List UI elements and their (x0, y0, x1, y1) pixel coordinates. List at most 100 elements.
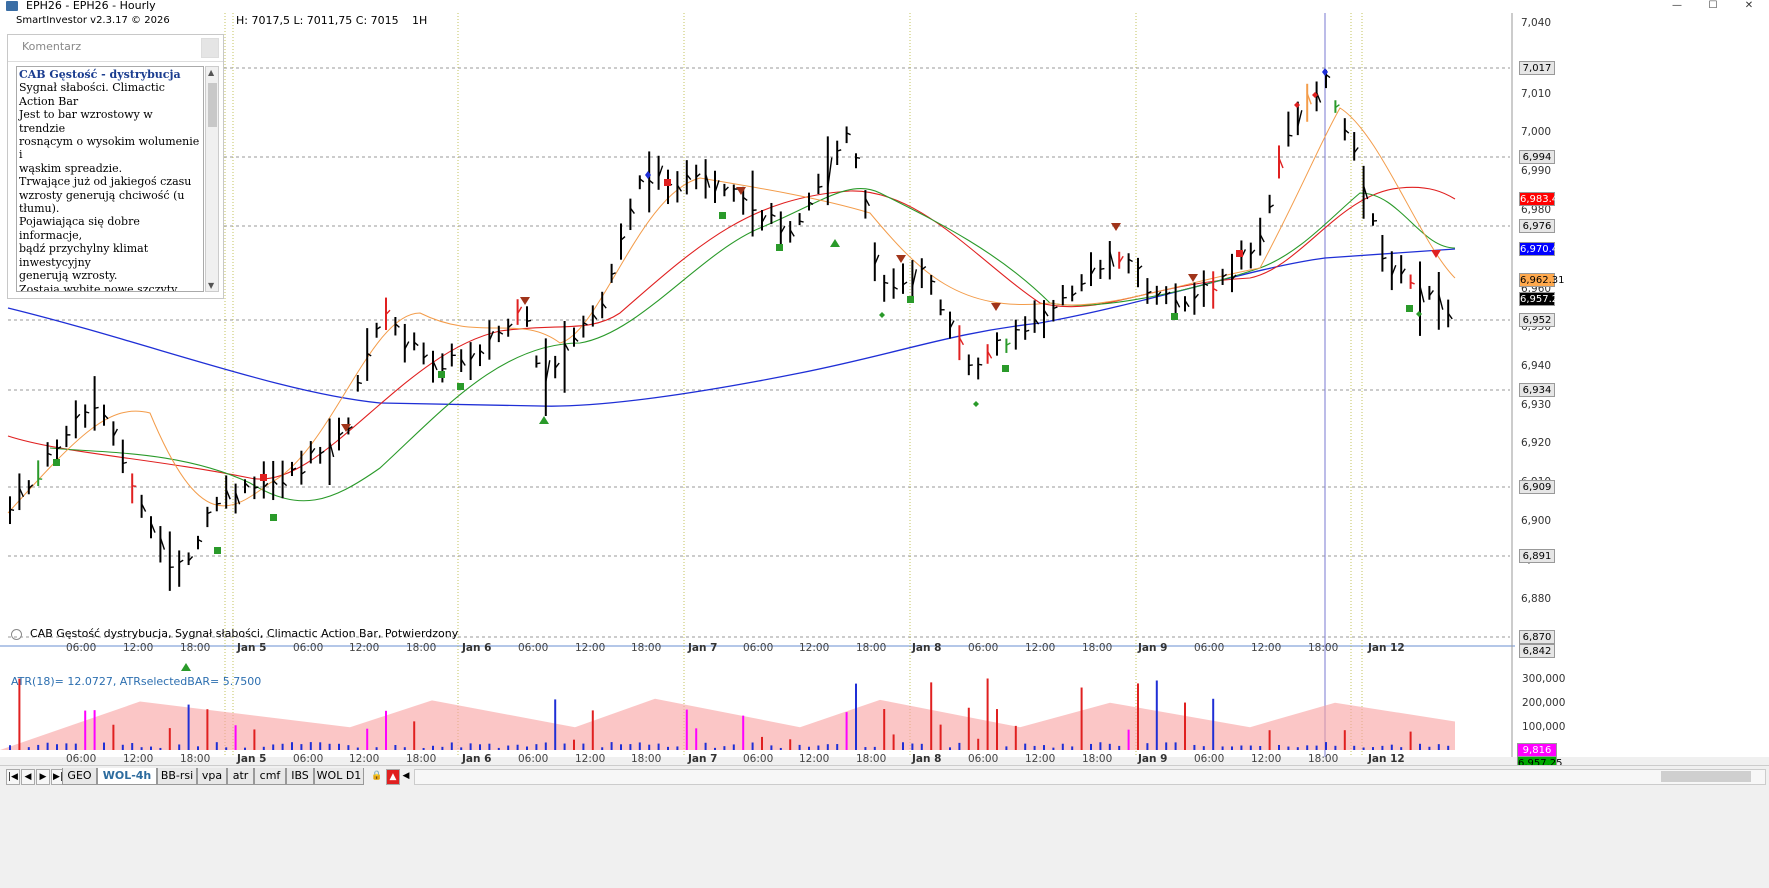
ma-orange-line (7, 107, 1456, 514)
bar-close-tick (1231, 274, 1237, 280)
comment-line: wzrosty generują chciwość (u (19, 188, 185, 202)
scroll-thumb[interactable] (208, 83, 217, 127)
time-axis-label: 06:00 (66, 642, 97, 654)
scroll-left-icon[interactable]: ◀ (402, 771, 410, 781)
signal-diamond-green (1416, 311, 1422, 317)
signal-diamond-red (1294, 102, 1300, 108)
bar-close-tick (348, 425, 353, 430)
time-axis-label: 18:00 (631, 753, 662, 765)
bar-close-tick (573, 336, 579, 342)
time-axis-label: 12:00 (799, 753, 830, 765)
bar-close-tick (808, 201, 814, 205)
bar-close-tick (112, 428, 119, 437)
bar-close-tick (1428, 290, 1434, 297)
bar-close-tick (404, 341, 410, 350)
scroll-up-icon[interactable]: ▲ (208, 68, 215, 77)
time-axis-label: 12:00 (1251, 642, 1282, 654)
signal-square-green (438, 371, 445, 378)
bar-close-tick (1128, 258, 1133, 263)
tab-bb-rsi[interactable]: BB-rsi (157, 768, 197, 785)
comment-text[interactable]: CAB Gęstość - dystrybucja Sygnał słabośc… (16, 66, 204, 292)
bar-close-tick (328, 441, 335, 458)
comment-line: tłumu). (19, 202, 60, 216)
signal-diamond-green (879, 312, 885, 318)
first-tab-icon[interactable]: |◀ (6, 769, 20, 785)
bar-close-tick (516, 306, 523, 314)
bar-close-tick (385, 309, 391, 315)
bar-close-tick (911, 269, 918, 288)
volume-area (1110, 702, 1250, 750)
price-tick-label: 6,930 (1521, 399, 1552, 411)
time-axis-label: Jan 6 (462, 642, 492, 654)
bar-close-tick (1325, 73, 1331, 79)
bar-close-tick (742, 196, 748, 201)
volume-area (140, 701, 350, 750)
bar-close-tick (864, 197, 871, 207)
volume-area (880, 699, 1020, 750)
bar-close-tick (686, 174, 692, 180)
price-level-label: 6,842 (1519, 644, 1555, 658)
horizontal-scrollbar[interactable] (414, 769, 1766, 785)
lock-icon[interactable]: 🔒 (371, 771, 383, 781)
bar-close-tick (75, 413, 81, 420)
prev-tab-icon[interactable]: ◀ (21, 769, 35, 785)
bar-close-tick (958, 337, 965, 346)
time-axis-label: 06:00 (518, 642, 549, 654)
time-axis-label: 12:00 (1025, 753, 1056, 765)
time-axis-label: 18:00 (631, 642, 662, 654)
bar-close-tick (1024, 329, 1030, 333)
bar-close-tick (648, 179, 654, 184)
tab-vpa[interactable]: vpa (197, 768, 227, 785)
bar-close-tick (949, 320, 955, 329)
bar-close-tick (1288, 134, 1293, 137)
last-tab-icon[interactable]: ▶| (51, 769, 65, 785)
time-axis-label: Jan 12 (1368, 642, 1405, 654)
bar-close-tick (1391, 264, 1397, 276)
price-level-label: 6,909 (1519, 480, 1555, 494)
tab-wol-4h[interactable]: WOL-4h (97, 768, 157, 785)
bar-close-tick (714, 180, 720, 193)
bar-close-tick (874, 254, 880, 265)
bar-close-tick (884, 281, 889, 284)
tab-cmf[interactable]: cmf (254, 768, 286, 785)
bar-close-tick (272, 479, 278, 485)
tab-geo[interactable]: GEO (62, 768, 97, 785)
next-tab-icon[interactable]: ▶ (36, 769, 50, 785)
signal-square-green (1406, 305, 1413, 312)
bar-close-tick (1184, 300, 1190, 308)
tab-bar: |◀ ◀ ▶ ▶| GEO WOL-4h BB-rsi vpa atr cmf IBS WOL… (0, 765, 1769, 788)
alert-icon[interactable]: ▲ (386, 769, 400, 785)
time-axis-label: 18:00 (1308, 753, 1339, 765)
time-axis-label: 18:00 (1308, 642, 1339, 654)
bar-close-tick (1006, 342, 1011, 346)
tab-atr[interactable]: atr (227, 768, 254, 785)
chart-area[interactable]: SmartInvestor v2.3.17 © 2026 H: 7017,5 L… (0, 13, 1769, 770)
time-axis-label: 18:00 (406, 642, 437, 654)
bar-close-tick (1334, 104, 1340, 109)
comment-scrollbar[interactable]: ▲ ▼ (205, 66, 219, 292)
volume-area (800, 699, 880, 750)
time-axis-label: 12:00 (123, 753, 154, 765)
bar-close-tick (592, 313, 598, 320)
comment-line: bądź przychylny klimat inwestycyjny (19, 242, 149, 269)
price-tick-label: 6,940 (1521, 360, 1552, 372)
bar-close-tick (366, 352, 372, 357)
bar-close-tick (1269, 204, 1274, 209)
signal-square-green (1002, 365, 1009, 372)
bar-close-tick (620, 236, 626, 241)
window-title: EPH26 - EPH26 - Hourly (26, 0, 156, 12)
panel-close-button[interactable] (201, 38, 219, 58)
maximize-button[interactable]: ☐ (1708, 0, 1718, 11)
minimize-button[interactable]: — (1672, 0, 1682, 11)
tab-wol-d1[interactable]: WOL D1 (314, 768, 364, 785)
price-chart[interactable] (0, 13, 1769, 757)
tab-ibs[interactable]: IBS (286, 768, 314, 785)
bar-close-tick (1306, 93, 1312, 105)
bar-close-tick (931, 280, 936, 283)
bar-close-tick (1315, 92, 1322, 103)
scroll-down-icon[interactable]: ▼ (208, 281, 215, 290)
close-button[interactable]: ✕ (1744, 0, 1754, 11)
bar-close-tick (301, 470, 306, 475)
signal-square-green (719, 212, 726, 219)
horizontal-scroll-thumb[interactable] (1661, 771, 1751, 782)
